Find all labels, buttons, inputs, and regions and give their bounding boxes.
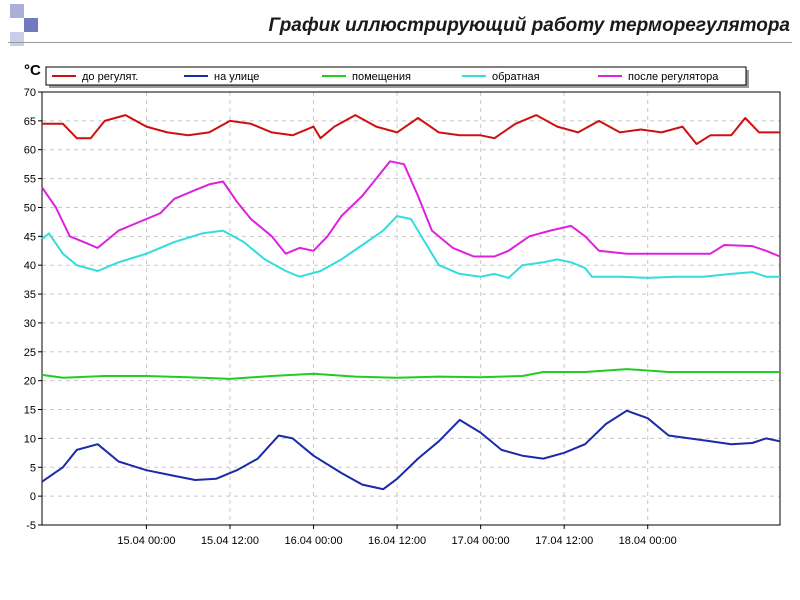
- x-tick-label-4: 17.04 00:00: [452, 535, 510, 547]
- legend-label-3: обратная: [492, 71, 540, 83]
- chart-legend: до регулят. на улице помещения обратная посл…: [45, 66, 749, 88]
- y-tick-label-14: 65: [24, 116, 36, 128]
- title-divider: [8, 42, 792, 43]
- y-tick-label-15: 70: [24, 87, 36, 99]
- y-tick-label-1: 0: [30, 491, 36, 503]
- y-tick-label-7: 30: [24, 318, 36, 330]
- y-tick-label-11: 50: [24, 202, 36, 214]
- x-tick-labels: 15.04 00:00 15.04 12:00 16.04 00:00 16.04 1…: [117, 535, 676, 547]
- x-tick-label-0: 15.04 00:00: [117, 535, 175, 547]
- series-line-2: [41, 368, 780, 380]
- y-tick-label-10: 45: [24, 231, 36, 243]
- x-tick-label-3: 16.04 12:00: [368, 535, 426, 547]
- y-tick-label-5: 20: [24, 376, 36, 388]
- legend-label-2: помещения: [352, 71, 411, 83]
- series-line-0: [42, 114, 780, 145]
- y-tick-label-9: 40: [24, 260, 36, 272]
- corner-square-1: [10, 4, 24, 18]
- x-tick-label-5: 17.04 12:00: [535, 535, 593, 547]
- chart-grid: [38, 91, 780, 529]
- y-tick-label-3: 10: [24, 433, 36, 445]
- series-line-1: [41, 409, 781, 491]
- y-tick-label-12: 55: [24, 174, 36, 186]
- series-line-3: [41, 215, 780, 279]
- legend-label-1: на улице: [214, 71, 259, 83]
- y-tick-label-8: 35: [24, 289, 36, 301]
- y-tick-label-0: -5: [26, 520, 36, 532]
- legend-label-0: до регулят.: [82, 71, 138, 83]
- corner-square-2: [24, 18, 38, 32]
- y-axis-unit: °C: [24, 62, 41, 79]
- x-tick-label-1: 15.04 12:00: [201, 535, 259, 547]
- y-tick-label-6: 25: [24, 347, 36, 359]
- y-tick-label-2: 5: [30, 462, 36, 474]
- plot-frame: [41, 91, 781, 526]
- x-tick-label-6: 18.04 00:00: [619, 535, 677, 547]
- series-line-4: [41, 160, 781, 258]
- y-tick-label-13: 60: [24, 145, 36, 157]
- chart-series: [41, 114, 781, 491]
- slide-title: График иллюстрирующий работу терморегуля…: [268, 15, 791, 36]
- legend-box: [45, 66, 747, 86]
- x-tick-label-2: 16.04 00:00: [284, 535, 342, 547]
- y-tick-label-4: 15: [24, 405, 36, 417]
- legend-label-4: после регулятора: [628, 71, 719, 83]
- y-tick-labels: -5 0 5 10 15 20 25 30 35 40 45 50 55 60 65 70: [24, 87, 36, 532]
